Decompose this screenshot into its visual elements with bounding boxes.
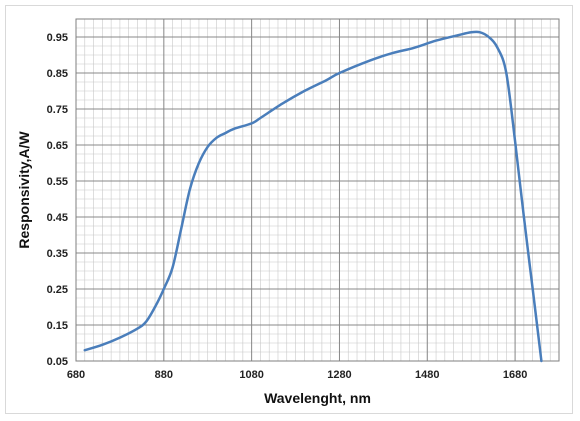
- x-axis-title: Wavelenght, nm: [264, 390, 371, 406]
- chart-frame: 680 880 1080 1280 1480 1680 0.05 0.15 0.25 0.35 0.…: [5, 5, 573, 414]
- x-tick-label: 1080: [239, 369, 263, 381]
- y-tick-label: 0.85: [47, 68, 68, 80]
- x-tick-label: 1280: [327, 369, 351, 381]
- responsivity-chart: 680 880 1080 1280 1480 1680 0.05 0.15 0.25 0.35 0.…: [16, 18, 560, 406]
- plot-area-border: [75, 18, 560, 362]
- y-tick-label: 0.25: [47, 284, 68, 296]
- y-tick-label: 0.95: [47, 32, 68, 44]
- y-tick-label: 0.35: [47, 248, 68, 260]
- y-tick-label: 0.75: [47, 104, 68, 116]
- series-line: [83, 30, 543, 363]
- x-tick-label: 1680: [503, 369, 527, 381]
- y-tick-label: 0.55: [47, 176, 68, 188]
- y-axis-title: Responsivity,A/W: [16, 131, 32, 249]
- y-tick-label: 0.65: [47, 140, 68, 152]
- x-tick-label: 1480: [415, 369, 439, 381]
- y-tick-label: 0.15: [47, 320, 68, 332]
- x-tick-label: 880: [155, 369, 173, 381]
- y-tick-label: 0.05: [47, 356, 68, 368]
- x-tick-label: 680: [67, 369, 85, 381]
- y-tick-label: 0.45: [47, 212, 68, 224]
